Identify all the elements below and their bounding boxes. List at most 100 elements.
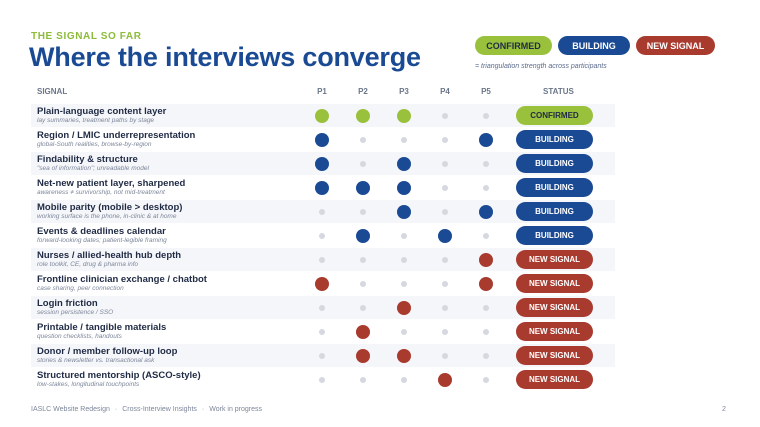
participant-dot-filled <box>315 156 329 171</box>
status-badge-label: NEW SIGNAL <box>528 375 581 384</box>
participant-dot-empty <box>442 352 448 359</box>
signal-subtitle: working surface is the phone, in-clinic … <box>37 213 177 220</box>
header-status: STATUS <box>543 87 574 96</box>
signal-subtitle: question checklists, handouts <box>37 333 122 340</box>
participant-dot-filled <box>397 348 411 363</box>
participant-dot-filled <box>315 132 329 147</box>
participant-dot-filled <box>315 276 329 291</box>
status-badge: BUILDING <box>516 226 593 245</box>
signal-title: Findability & structure <box>37 154 138 165</box>
status-badge: NEW SIGNAL <box>516 298 593 317</box>
header-p5: P5 <box>481 87 491 96</box>
participant-dot-empty <box>483 328 489 335</box>
participant-dot-filled <box>356 108 370 123</box>
participant-dot-empty <box>483 352 489 359</box>
status-badge: BUILDING <box>516 202 593 221</box>
participant-dot-filled <box>479 252 493 267</box>
footer: IASLC Website Redesign · Cross-Interview I… <box>31 406 262 413</box>
participant-dot-empty <box>360 304 366 311</box>
participant-dot-filled <box>397 156 411 171</box>
signal-title: Region / LMIC underrepresentation <box>37 130 196 141</box>
participant-dot-empty <box>360 280 366 287</box>
participant-dot-empty <box>483 232 489 239</box>
footer-state: Work in progress <box>209 406 263 413</box>
participant-dot-empty <box>360 376 366 383</box>
participant-dot-filled <box>479 204 493 219</box>
signal-subtitle: role toolkit, CE, drug & pharma info <box>37 261 139 268</box>
participant-dot-empty <box>442 208 448 215</box>
legend-confirmed: CONFIRMED <box>475 36 552 55</box>
status-badge: NEW SIGNAL <box>516 370 593 389</box>
participant-dot-filled <box>356 228 370 243</box>
status-badge-label: BUILDING <box>535 207 574 216</box>
participant-dot-empty <box>360 208 366 215</box>
participant-dot-empty <box>319 376 325 383</box>
eyebrow: THE SIGNAL SO FAR <box>31 31 142 42</box>
participant-dot-empty <box>319 256 325 263</box>
status-badge-label: NEW SIGNAL <box>528 327 581 336</box>
signal-title: Frontline clinician exchange / chatbot <box>37 274 207 285</box>
signal-subtitle: global-South realities, browse-by-region <box>37 141 152 148</box>
status-badge: NEW SIGNAL <box>516 322 593 341</box>
status-badge-label: NEW SIGNAL <box>528 279 581 288</box>
signal-subtitle: lay summaries, treatment paths by stage <box>37 117 155 124</box>
participant-dot-empty <box>442 304 448 311</box>
participant-dot-empty <box>319 304 325 311</box>
legend-note: = triangulation strength across particip… <box>475 63 607 70</box>
participant-dot-empty <box>442 328 448 335</box>
participant-dot-empty <box>319 232 325 239</box>
signal-title: Donor / member follow-up loop <box>37 346 178 357</box>
participant-dot-empty <box>442 184 448 191</box>
signal-subtitle: stories & newsletter vs. transactional a… <box>37 357 155 364</box>
legend-building-label: BUILDING <box>572 40 616 51</box>
header-p3: P3 <box>399 87 409 96</box>
participant-dot-empty <box>483 184 489 191</box>
status-badge: NEW SIGNAL <box>516 274 593 293</box>
status-badge: CONFIRMED <box>516 106 593 125</box>
legend-building: BUILDING <box>558 36 630 55</box>
participant-dot-empty <box>483 160 489 167</box>
participant-dot-empty <box>442 112 448 119</box>
participant-dot-empty <box>401 328 407 335</box>
participant-dot-filled <box>315 108 329 123</box>
signal-subtitle: low-stakes, longitudinal touchpoints <box>37 381 140 388</box>
participant-dot-empty <box>360 256 366 263</box>
page-number: 2 <box>722 406 726 413</box>
signal-title: Nurses / allied-health hub depth <box>37 250 182 261</box>
participant-dot-empty <box>442 280 448 287</box>
status-badge-label: BUILDING <box>535 159 574 168</box>
signal-subtitle: forward-looking dates; patient-legible f… <box>37 237 167 244</box>
participant-dot-empty <box>442 136 448 143</box>
header-p1: P1 <box>317 87 327 96</box>
status-badge-label: BUILDING <box>535 183 574 192</box>
signal-subtitle: case sharing, peer connection <box>37 285 124 292</box>
signal-subtitle: awareness ≠ survivorship, not mid-treatm… <box>37 189 165 196</box>
footer-section: Cross-Interview Insights <box>122 406 197 413</box>
legend-confirmed-label: CONFIRMED <box>486 40 541 51</box>
participant-dot-empty <box>483 376 489 383</box>
participant-dot-empty <box>483 112 489 119</box>
footer-separator: · <box>114 406 118 413</box>
participant-dot-filled <box>397 108 411 123</box>
participant-dot-empty <box>401 376 407 383</box>
status-badge-label: NEW SIGNAL <box>528 255 581 264</box>
footer-separator: · <box>201 406 205 413</box>
participant-dot-empty <box>319 352 325 359</box>
header-p2: P2 <box>358 87 368 96</box>
participant-dot-empty <box>401 280 407 287</box>
signal-title: Login friction <box>37 298 98 309</box>
status-badge: NEW SIGNAL <box>516 250 593 269</box>
status-badge: BUILDING <box>516 130 593 149</box>
participant-dot-empty <box>483 304 489 311</box>
participant-dot-empty <box>360 160 366 167</box>
status-badge-label: BUILDING <box>535 135 574 144</box>
signal-subtitle: "sea of information"; unreadable model <box>37 165 149 172</box>
status-badge-label: NEW SIGNAL <box>528 351 581 360</box>
status-badge-label: NEW SIGNAL <box>528 303 581 312</box>
status-badge-label: CONFIRMED <box>530 111 579 120</box>
participant-dot-filled <box>438 228 452 243</box>
signal-subtitle: session persistence / SSO <box>37 309 114 316</box>
participant-dot-filled <box>397 204 411 219</box>
participant-dot-empty <box>442 256 448 263</box>
participant-dot-filled <box>356 324 370 339</box>
